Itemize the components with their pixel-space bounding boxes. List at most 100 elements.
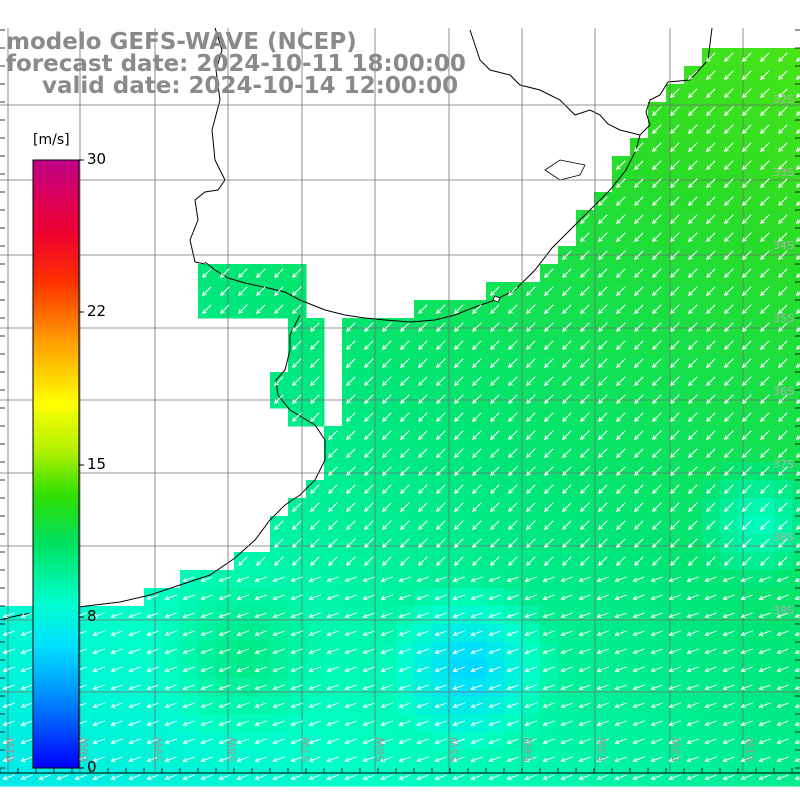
wind-arrow [344, 738, 357, 745]
wind-arrow [722, 684, 735, 691]
wind-arrow [794, 721, 800, 727]
wind-arrow [670, 412, 680, 422]
wind-arrow [634, 322, 644, 332]
wind-arrow [706, 142, 716, 152]
wind-arrow [578, 738, 591, 745]
wind-arrow [238, 304, 248, 314]
wind-arrow [524, 720, 537, 727]
wind-arrow [760, 538, 770, 548]
wind-arrow [776, 594, 789, 601]
wind-arrow [560, 702, 573, 709]
wind-arrow [650, 666, 663, 673]
wind-arrow [578, 666, 591, 673]
wind-arrow [470, 576, 483, 583]
wind-arrow [290, 576, 303, 583]
wind-arrow [760, 70, 770, 80]
wind-arrow [688, 376, 698, 386]
wind-cell [792, 606, 800, 625]
wind-arrow [346, 358, 356, 368]
wind-arrow [724, 214, 734, 224]
wind-arrow [488, 630, 501, 637]
wind-arrow [562, 304, 572, 314]
wind-arrow [670, 520, 680, 530]
wind-arrow [346, 394, 356, 404]
wind-arrow [182, 720, 195, 727]
wind-arrow [436, 538, 446, 548]
wind-arrow [578, 630, 591, 637]
wind-cell [792, 552, 800, 571]
wind-arrow [794, 667, 800, 673]
wind-arrow [382, 430, 392, 440]
wind-arrow [238, 286, 248, 296]
wind-arrow [706, 178, 716, 188]
wind-arrow [652, 538, 662, 548]
wind-arrow [778, 286, 788, 296]
wind-arrow [524, 612, 537, 619]
wind-arrow [326, 576, 339, 583]
wind-arrow [454, 538, 464, 548]
wind-arrow [706, 520, 716, 530]
wind-arrow [236, 684, 249, 691]
wind-arrow [706, 124, 716, 134]
wind-arrow [488, 612, 501, 619]
wind-arrow [542, 720, 555, 727]
wind-arrow [508, 376, 518, 386]
wind-arrow [722, 576, 735, 583]
lon-label: 52W [670, 737, 683, 762]
wind-arrow [146, 594, 159, 601]
wind-arrow [760, 124, 770, 134]
wind-arrow [526, 412, 536, 422]
wind-arrow [400, 466, 410, 476]
wind-arrow [398, 612, 411, 619]
wind-arrow [542, 738, 555, 745]
wind-arrow [146, 702, 159, 709]
wind-arrow [580, 250, 590, 260]
wind-arrow [308, 576, 321, 583]
wind-arrow [400, 556, 410, 566]
wind-arrow [290, 702, 303, 709]
wind-arrow [742, 232, 752, 242]
wind-arrow [380, 666, 393, 673]
wind-arrow [758, 720, 771, 727]
wind-arrow [400, 412, 410, 422]
wind-arrow [740, 630, 753, 637]
wind-arrow [760, 394, 770, 404]
wind-arrow [686, 702, 699, 709]
wind-cell [792, 66, 800, 85]
wind-arrow [380, 594, 393, 601]
wind-arrow [164, 630, 177, 637]
wind-arrow [454, 394, 464, 404]
wind-arrow [778, 502, 788, 512]
wind-arrow [598, 466, 608, 476]
wind-arrow [272, 666, 285, 673]
wind-arrow [580, 286, 590, 296]
wind-arrow [758, 648, 771, 655]
wind-arrow [472, 412, 482, 422]
colorbar-tick-0: 0 [87, 758, 97, 776]
wind-arrow [760, 448, 770, 458]
wind-arrow [128, 738, 141, 745]
wind-arrow [346, 520, 356, 530]
wind-arrow [562, 250, 572, 260]
wind-arrow [652, 160, 662, 170]
wind-arrow [616, 466, 626, 476]
wind-arrow [652, 268, 662, 278]
wind-arrow [670, 466, 680, 476]
wind-arrow [292, 394, 302, 404]
wind-arrow [668, 630, 681, 637]
wind-arrow [2, 702, 15, 709]
wind-arrow [652, 232, 662, 242]
wind-arrow [616, 394, 626, 404]
wind-arrow [742, 502, 752, 512]
wind-arrow [614, 612, 627, 619]
wind-arrow [776, 576, 789, 583]
wind-arrow [742, 70, 752, 80]
wind-arrow [418, 304, 428, 314]
wind-arrow [382, 520, 392, 530]
wind-arrow [472, 502, 482, 512]
wind-cell [792, 678, 800, 697]
wind-arrow [632, 576, 645, 583]
wind-arrow [346, 466, 356, 476]
wind-arrow [236, 738, 249, 745]
wind-arrow [652, 484, 662, 494]
